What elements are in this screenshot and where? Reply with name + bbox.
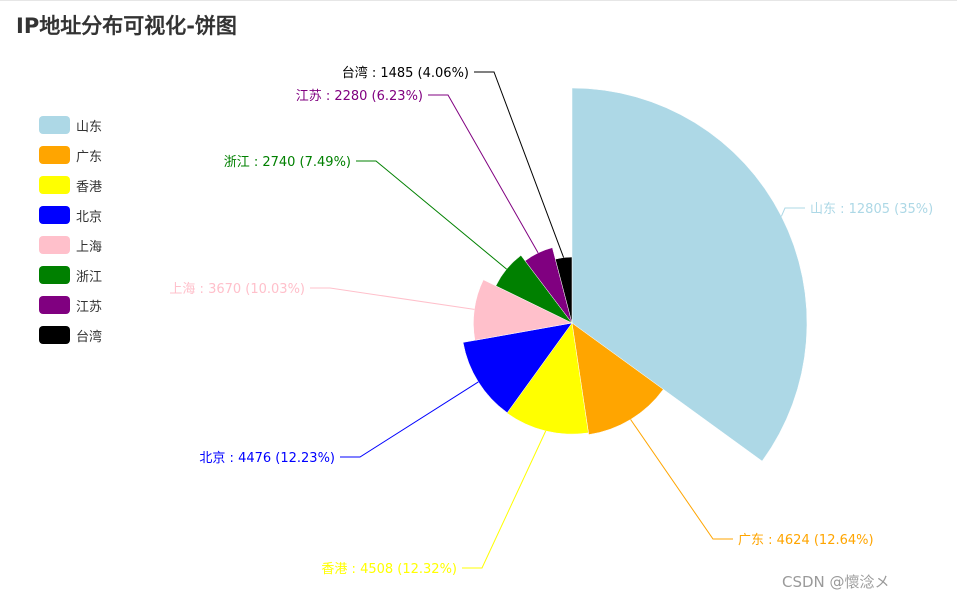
data-label-hongkong: 香港 : 4508 (12.32%)	[321, 562, 457, 577]
data-label-shanghai: 上海 : 3670 (10.03%)	[169, 282, 305, 297]
data-label-taiwan: 台湾 : 1485 (4.06%)	[342, 65, 469, 81]
legend-label: 浙江	[76, 269, 103, 285]
legend-swatch	[39, 326, 70, 344]
legend-item-guangdong[interactable]: 广东	[39, 140, 102, 170]
legend-label: 香港	[76, 179, 103, 195]
legend-swatch	[39, 116, 70, 134]
data-label-zhejiang: 浙江 : 2740 (7.49%)	[224, 155, 351, 170]
pie-slice-beijing[interactable]	[462, 322, 573, 414]
top-border	[0, 0, 957, 1]
leader-line-shanghai	[310, 287, 475, 310]
legend-item-hongkong[interactable]: 香港	[39, 170, 102, 200]
pie-slice-shandong[interactable]	[571, 87, 808, 462]
pie-slice-zhejiang[interactable]	[495, 255, 573, 324]
legend-item-shanghai[interactable]: 上海	[39, 230, 102, 260]
legend-item-taiwan[interactable]: 台湾	[39, 320, 102, 350]
legend-swatch	[39, 296, 70, 314]
legend-item-beijing[interactable]: 北京	[39, 200, 102, 230]
legend-label: 江苏	[76, 299, 103, 315]
leader-line-hongkong	[462, 430, 547, 569]
legend-swatch	[39, 266, 70, 284]
legend-swatch	[39, 206, 70, 224]
leader-line-beijing	[340, 381, 479, 458]
leader-line-shandong	[780, 207, 805, 217]
legend-swatch	[39, 236, 70, 254]
legend-swatch	[39, 176, 70, 194]
pie-slice-jiangsu[interactable]	[524, 247, 573, 324]
pie-slice-taiwan[interactable]	[555, 256, 573, 324]
leader-line-guangdong	[630, 419, 733, 540]
leader-line-zhejiang	[356, 160, 507, 270]
data-label-beijing: 北京 : 4476 (12.23%)	[199, 451, 335, 466]
legend-item-zhejiang[interactable]: 浙江	[39, 260, 102, 290]
legend-label: 广东	[76, 149, 103, 165]
watermark: CSDN @懷淰メ	[782, 573, 890, 591]
data-label-guangdong: 广东 : 4624 (12.64%)	[738, 533, 874, 548]
legend: 山东 广东 香港 北京 上海 浙江 江苏 台湾	[39, 110, 102, 350]
pie-slice-shanghai[interactable]	[473, 279, 573, 341]
leader-line-jiangsu	[428, 94, 539, 254]
chart-title: IP地址分布可视化-饼图	[16, 14, 237, 38]
data-label-jiangsu: 江苏 : 2280 (6.23%)	[296, 88, 423, 104]
legend-swatch	[39, 146, 70, 164]
legend-label: 北京	[76, 209, 103, 225]
pie-slice-hongkong[interactable]	[506, 322, 589, 435]
legend-label: 山东	[76, 119, 103, 135]
leader-line-taiwan	[474, 71, 565, 258]
legend-label: 台湾	[76, 329, 103, 345]
legend-item-shandong[interactable]: 山东	[39, 110, 102, 140]
data-label-shandong: 山东 : 12805 (35%)	[810, 202, 933, 217]
legend-item-jiangsu[interactable]: 江苏	[39, 290, 102, 320]
pie-slice-guangdong[interactable]	[571, 322, 664, 435]
legend-label: 上海	[76, 239, 103, 255]
